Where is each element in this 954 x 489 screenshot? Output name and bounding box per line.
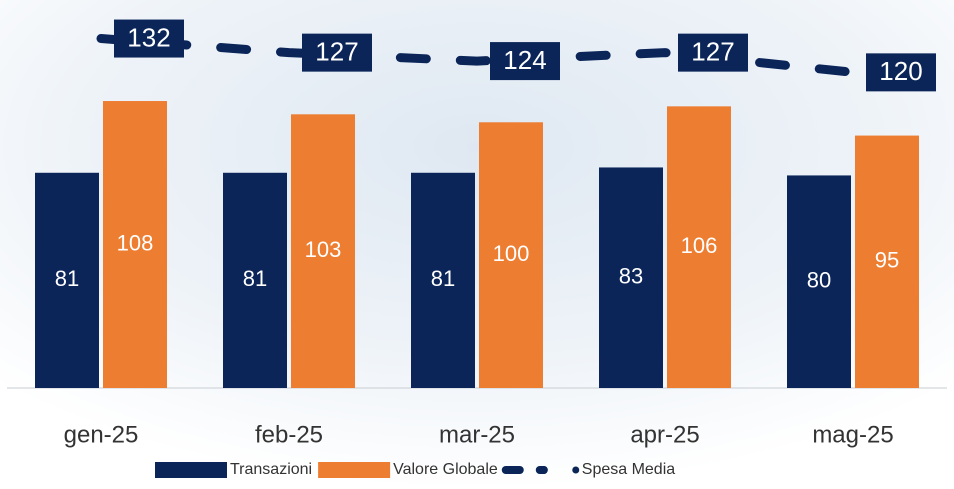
data-label: 124 (503, 45, 546, 75)
data-label: 120 (879, 56, 922, 86)
x-tick-label: feb-25 (255, 421, 323, 448)
x-tick-label: apr-25 (630, 421, 699, 448)
data-label: 108 (117, 230, 154, 255)
legend-label: Spesa Media (582, 461, 675, 478)
x-tick-label: gen-25 (64, 421, 139, 448)
legend-label: Valore Globale (393, 461, 498, 478)
legend-swatch (318, 462, 390, 478)
chart: gen-25 81 108 feb-25 81 103 mar-25 81 100 apr-25 8… (0, 0, 954, 489)
data-label: 95 (875, 248, 899, 273)
data-label: 132 (127, 22, 170, 52)
data-label: 106 (681, 233, 718, 258)
data-label: 80 (807, 268, 831, 293)
legend-swatch (155, 462, 227, 478)
legend-swatch (572, 467, 579, 474)
data-label: 81 (243, 266, 267, 291)
data-label: 83 (619, 264, 643, 289)
x-tick-label: mar-25 (439, 421, 515, 448)
data-label: 81 (55, 266, 79, 291)
legend-label: Transazioni (230, 461, 312, 478)
data-label: 103 (305, 237, 342, 262)
data-label: 127 (691, 37, 734, 67)
data-label: 100 (493, 241, 530, 266)
x-tick-label: mag-25 (812, 421, 893, 448)
data-label: 81 (431, 266, 455, 291)
data-label: 127 (315, 37, 358, 67)
